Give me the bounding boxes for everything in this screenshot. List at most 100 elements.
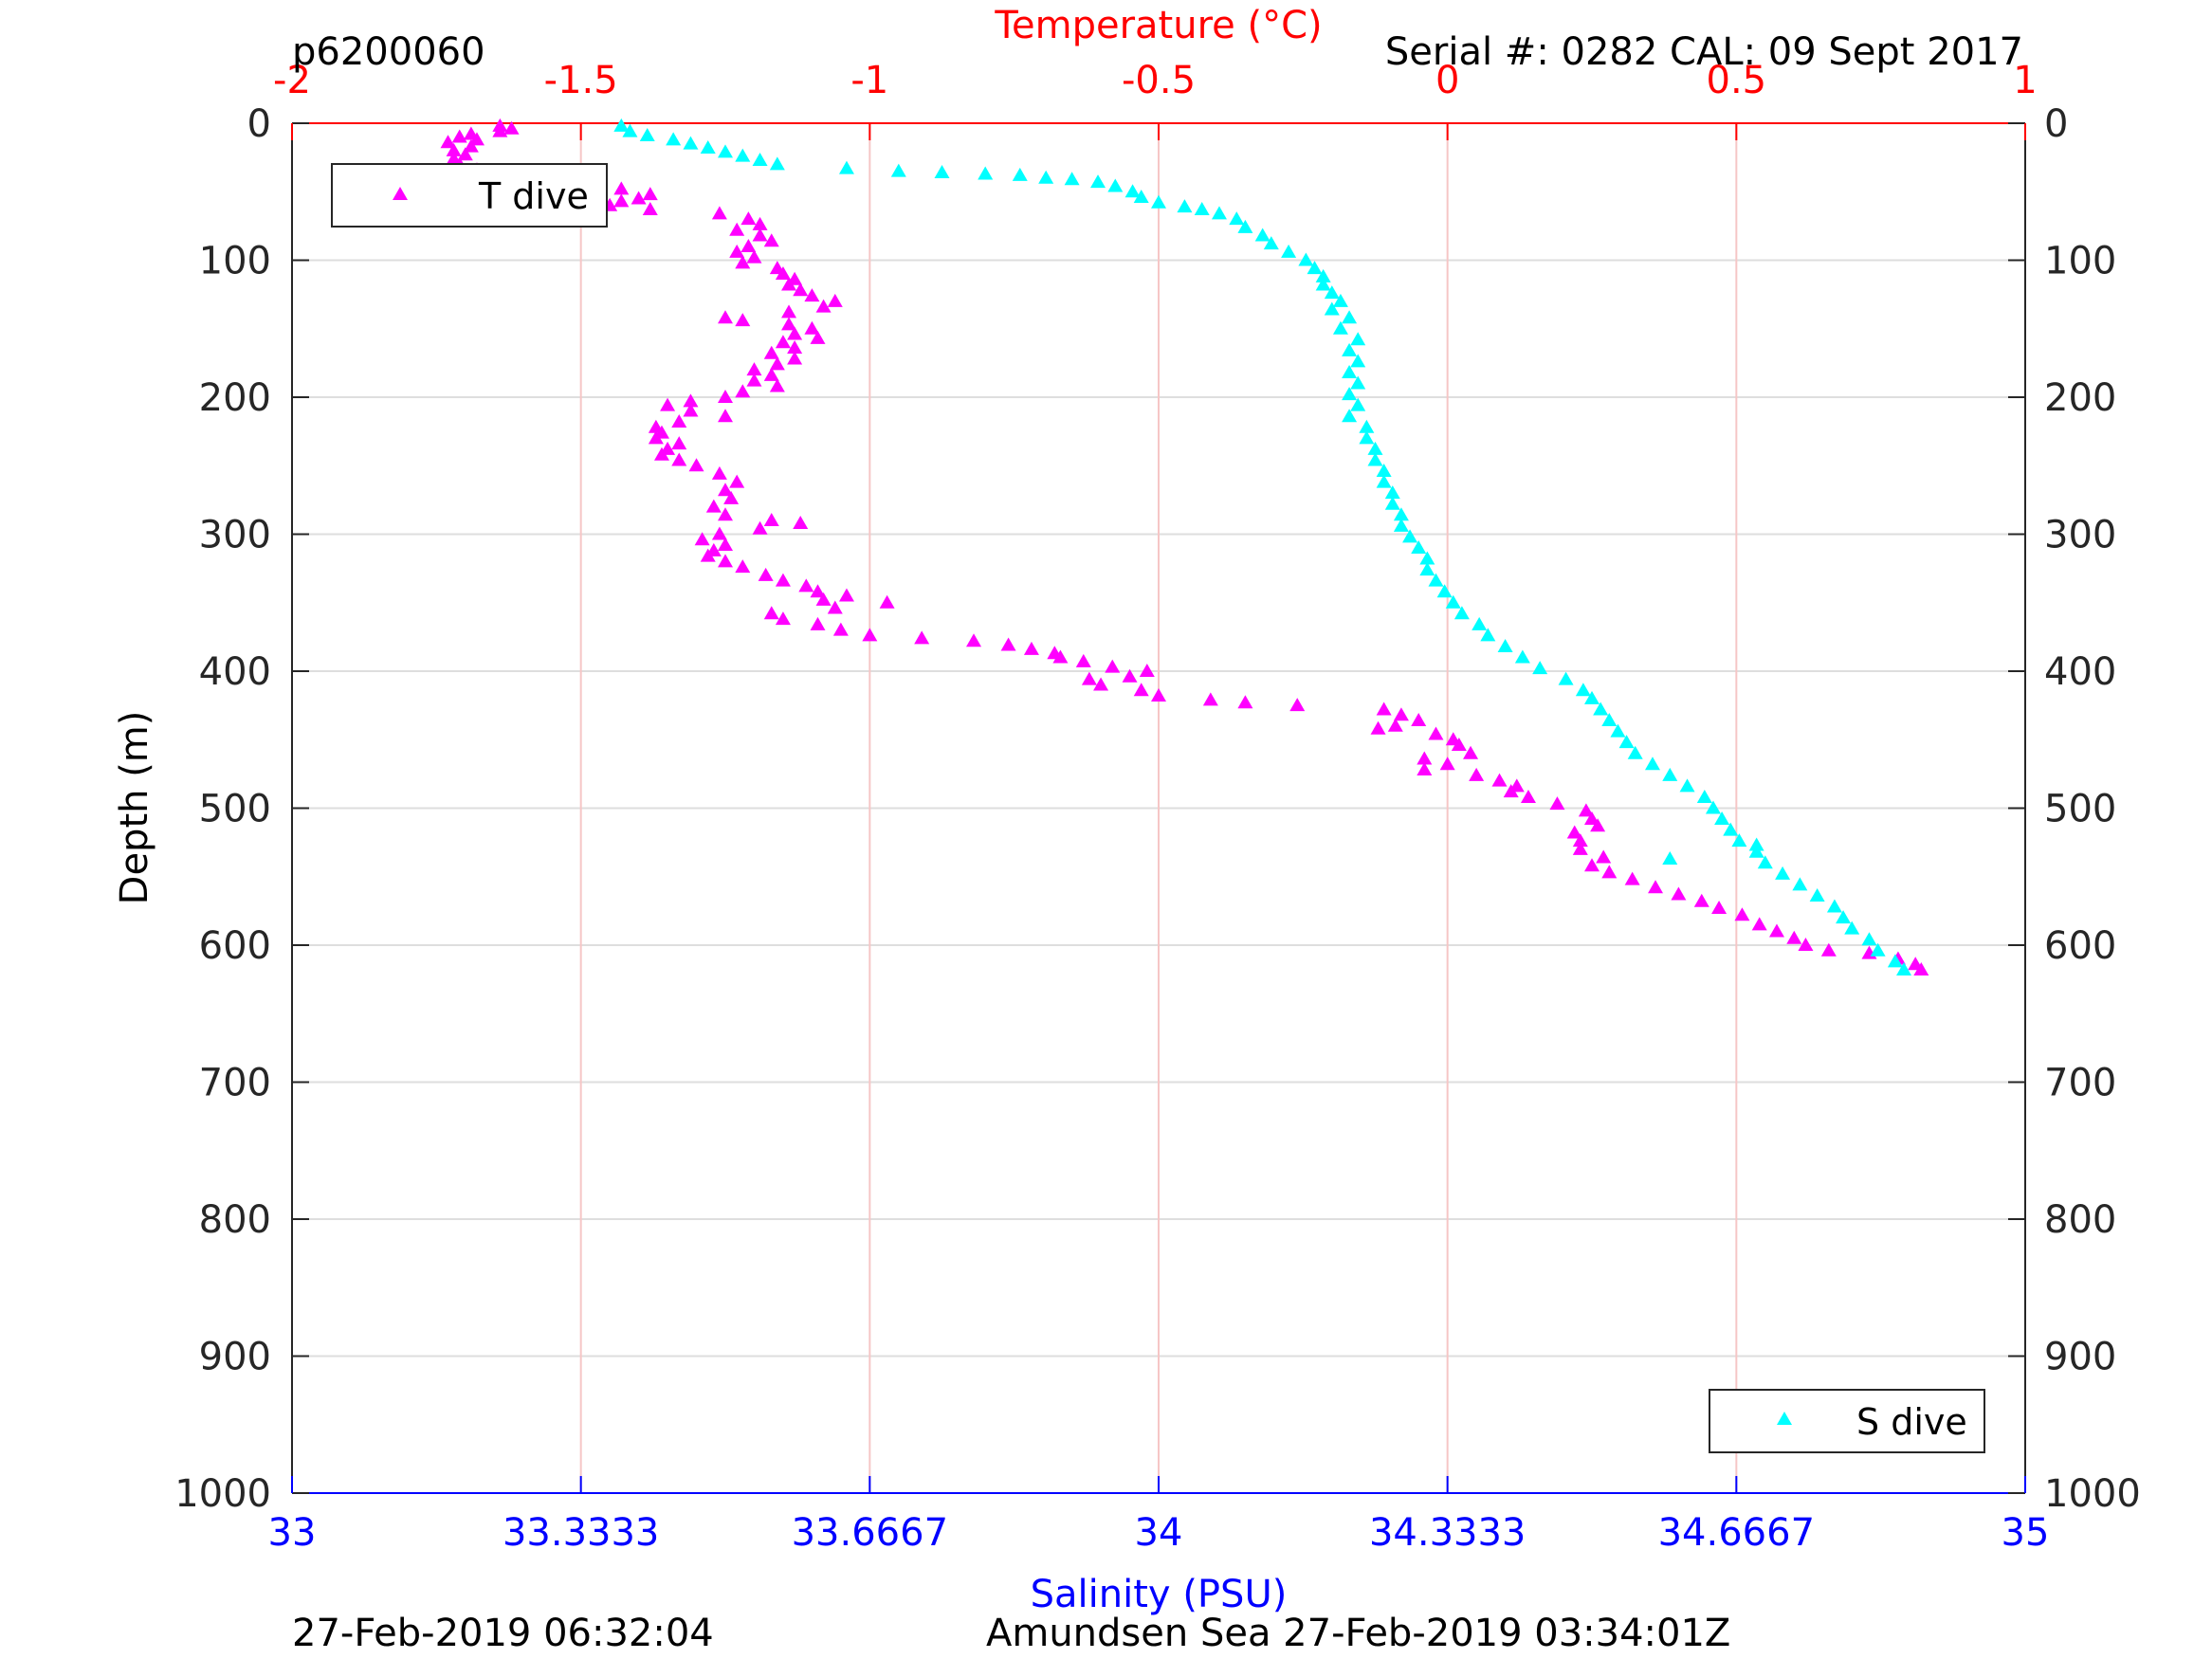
s-dive-point xyxy=(1367,441,1383,455)
s-dive-point xyxy=(1090,174,1106,189)
temperature-tick-label: 0 xyxy=(1435,59,1459,102)
t-dive-point xyxy=(705,499,722,513)
s-dive-point xyxy=(1627,745,1643,759)
s-dive-point xyxy=(1177,199,1193,213)
t-dive-point xyxy=(740,211,757,226)
t-dive-point xyxy=(729,222,745,236)
depth-tick-label-right: 600 xyxy=(2044,924,2116,968)
t-dive-point xyxy=(1469,767,1485,781)
t-dive-point xyxy=(804,288,820,302)
t-dive-point xyxy=(752,228,768,242)
s-dive-point xyxy=(1376,464,1392,478)
s-dive-point xyxy=(1350,375,1366,390)
s-dive-point xyxy=(1263,236,1279,250)
legend-s-dive: S dive xyxy=(1709,1389,1985,1453)
t-dive-point xyxy=(718,390,733,403)
t-dive-point xyxy=(1768,923,1784,938)
s-dive-point xyxy=(890,163,906,177)
s-dive-point xyxy=(1731,833,1747,848)
depth-tick-label-left: 600 xyxy=(199,924,271,968)
t-dive-point xyxy=(735,313,751,327)
depth-tick-label-right: 800 xyxy=(2044,1198,2116,1242)
salinity-tick-label: 33.6667 xyxy=(792,1511,948,1555)
t-dive-point xyxy=(463,138,479,153)
t-dive-point xyxy=(1520,789,1536,803)
s-dive-point xyxy=(735,148,751,162)
s-dive-point xyxy=(1350,397,1366,411)
t-dive-point xyxy=(718,507,733,521)
s-dive-point xyxy=(1307,261,1323,275)
t-dive-point xyxy=(1237,695,1253,709)
s-dive-point xyxy=(1679,778,1695,793)
t-dive-point xyxy=(700,548,716,562)
s-dive-point xyxy=(1229,211,1245,226)
s-dive-point xyxy=(1384,496,1400,510)
t-dive-point xyxy=(1387,718,1403,732)
t-dive-point xyxy=(1289,698,1306,712)
t-dive-point xyxy=(832,622,849,636)
t-dive-point xyxy=(729,474,745,488)
t-dive-point xyxy=(718,483,733,497)
t-dive-point xyxy=(1463,745,1479,759)
t-dive-point xyxy=(787,351,803,365)
t-dive-point xyxy=(440,135,456,149)
salinity-tick-label: 34.3333 xyxy=(1369,1511,1526,1555)
t-dive-point xyxy=(804,320,820,335)
t-dive-point xyxy=(1693,893,1709,907)
s-dive-point xyxy=(1367,452,1383,466)
t-dive-point xyxy=(815,592,832,606)
s-dive-point xyxy=(1151,194,1166,209)
t-dive-point xyxy=(862,628,878,642)
t-dive-point xyxy=(1786,930,1802,944)
t-dive-point xyxy=(798,578,814,592)
s-dive-point xyxy=(1593,702,1609,716)
s-dive-point xyxy=(1211,206,1227,220)
t-dive-point xyxy=(746,362,762,376)
legend-t-label: T dive xyxy=(478,175,589,217)
salinity-tick-label: 34 xyxy=(1135,1511,1183,1555)
depth-tick-label-right: 0 xyxy=(2044,102,2068,146)
s-dive-point xyxy=(1480,628,1496,642)
s-dive-point xyxy=(1809,887,1825,902)
t-dive-point xyxy=(1105,659,1121,673)
salinity-tick-label: 35 xyxy=(2002,1511,2050,1555)
s-dive-point xyxy=(1342,387,1358,401)
t-dive-point xyxy=(1648,880,1664,894)
t-dive-point xyxy=(1451,738,1467,752)
axis-ticks: 0 0 100 100 200 200 300 300 400 400 500 500 600 600 70… xyxy=(174,59,2141,1555)
s-dive-point xyxy=(1705,800,1721,814)
s-dive-point xyxy=(1644,757,1660,771)
s-dive-point xyxy=(1662,850,1678,865)
s-dive-point xyxy=(613,118,630,132)
t-dive-point xyxy=(1000,637,1016,651)
s-dive-point xyxy=(1254,228,1271,242)
s-dive-point xyxy=(683,136,699,150)
location-time-label: Amundsen Sea 27-Feb-2019 03:34:01Z xyxy=(986,1612,1730,1655)
t-dive-point xyxy=(711,206,727,220)
t-dive-point xyxy=(793,283,809,297)
t-dive-point xyxy=(810,330,826,344)
t-dive-point xyxy=(735,255,751,269)
s-dive-point xyxy=(1436,584,1453,598)
legend-s-marker xyxy=(1777,1412,1792,1425)
serial-calibration-label: Serial #: 0282 CAL: 09 Sept 2017 xyxy=(1385,30,2023,74)
t-dive-point xyxy=(752,216,768,230)
t-dive-point xyxy=(1428,726,1444,740)
s-dive-point xyxy=(1775,866,1791,880)
t-dive-point xyxy=(735,559,751,574)
t-dive-point xyxy=(1023,641,1039,655)
depth-tick-label-right: 1000 xyxy=(2044,1472,2141,1516)
t-dive-point xyxy=(1584,811,1600,826)
s-dive-point xyxy=(1896,962,1912,976)
t-dive-point xyxy=(1122,668,1138,683)
s-dive-point xyxy=(1376,474,1392,488)
s-dive-point xyxy=(1012,167,1028,181)
s-dive-point xyxy=(1714,811,1730,826)
depth-axis-label: Depth (m) xyxy=(113,711,156,905)
s-dive-point xyxy=(1359,430,1375,445)
t-dive-point xyxy=(1081,671,1097,685)
t-dive-point xyxy=(711,526,727,540)
t-dive-point xyxy=(457,147,473,161)
s-dive-point xyxy=(1359,419,1375,433)
t-dive-point xyxy=(642,187,658,201)
